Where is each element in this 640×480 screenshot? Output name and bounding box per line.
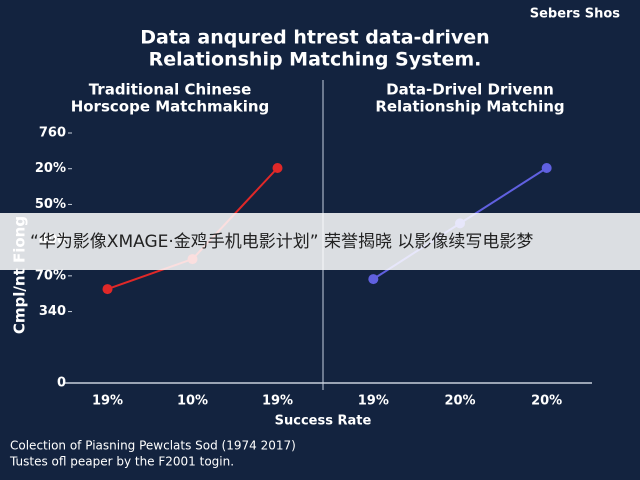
chart-title: Data anqured htrest data-driven	[140, 27, 489, 49]
point	[102, 284, 113, 295]
point	[272, 163, 283, 173]
x-tick-label: 19%	[358, 394, 389, 409]
x-tick-label: 10%	[177, 394, 208, 409]
point	[368, 274, 379, 285]
footnote: Colection of Piasning Pewclats Sod (1974…	[10, 439, 296, 453]
y-tick-label: 0	[57, 376, 66, 391]
banner-text: “华为影像XMAGE·金鸡手机电影计划” 荣誉揭晓 以影像续写电影梦	[30, 232, 533, 252]
panel-title: Horscope Matchmaking	[71, 98, 270, 116]
point	[541, 163, 552, 173]
x-axis-label: Success Rate	[275, 414, 372, 429]
x-tick-label: 20%	[444, 394, 475, 409]
panel-title: Relationship Matching	[375, 98, 564, 116]
panel-title: Data-Drivel Drivenn	[386, 81, 554, 99]
brand: Sebers Shos	[530, 7, 621, 22]
y-tick-label: 20%	[35, 161, 66, 176]
chart-title: Relationship Matching System.	[149, 49, 482, 71]
panel-title: Traditional Chinese	[89, 81, 252, 99]
x-tick-label: 20%	[531, 394, 562, 409]
y-tick-label: 50%	[35, 197, 66, 212]
banner-bg	[0, 213, 640, 270]
x-tick-label: 19%	[262, 394, 293, 409]
y-tick-label: 340	[39, 304, 66, 319]
y-tick-label: 70%	[35, 268, 66, 283]
footnote: Tustes ofl peaper by the F2001 togin.	[9, 455, 234, 469]
y-tick-label: 760	[39, 126, 66, 141]
x-tick-label: 19%	[92, 394, 123, 409]
